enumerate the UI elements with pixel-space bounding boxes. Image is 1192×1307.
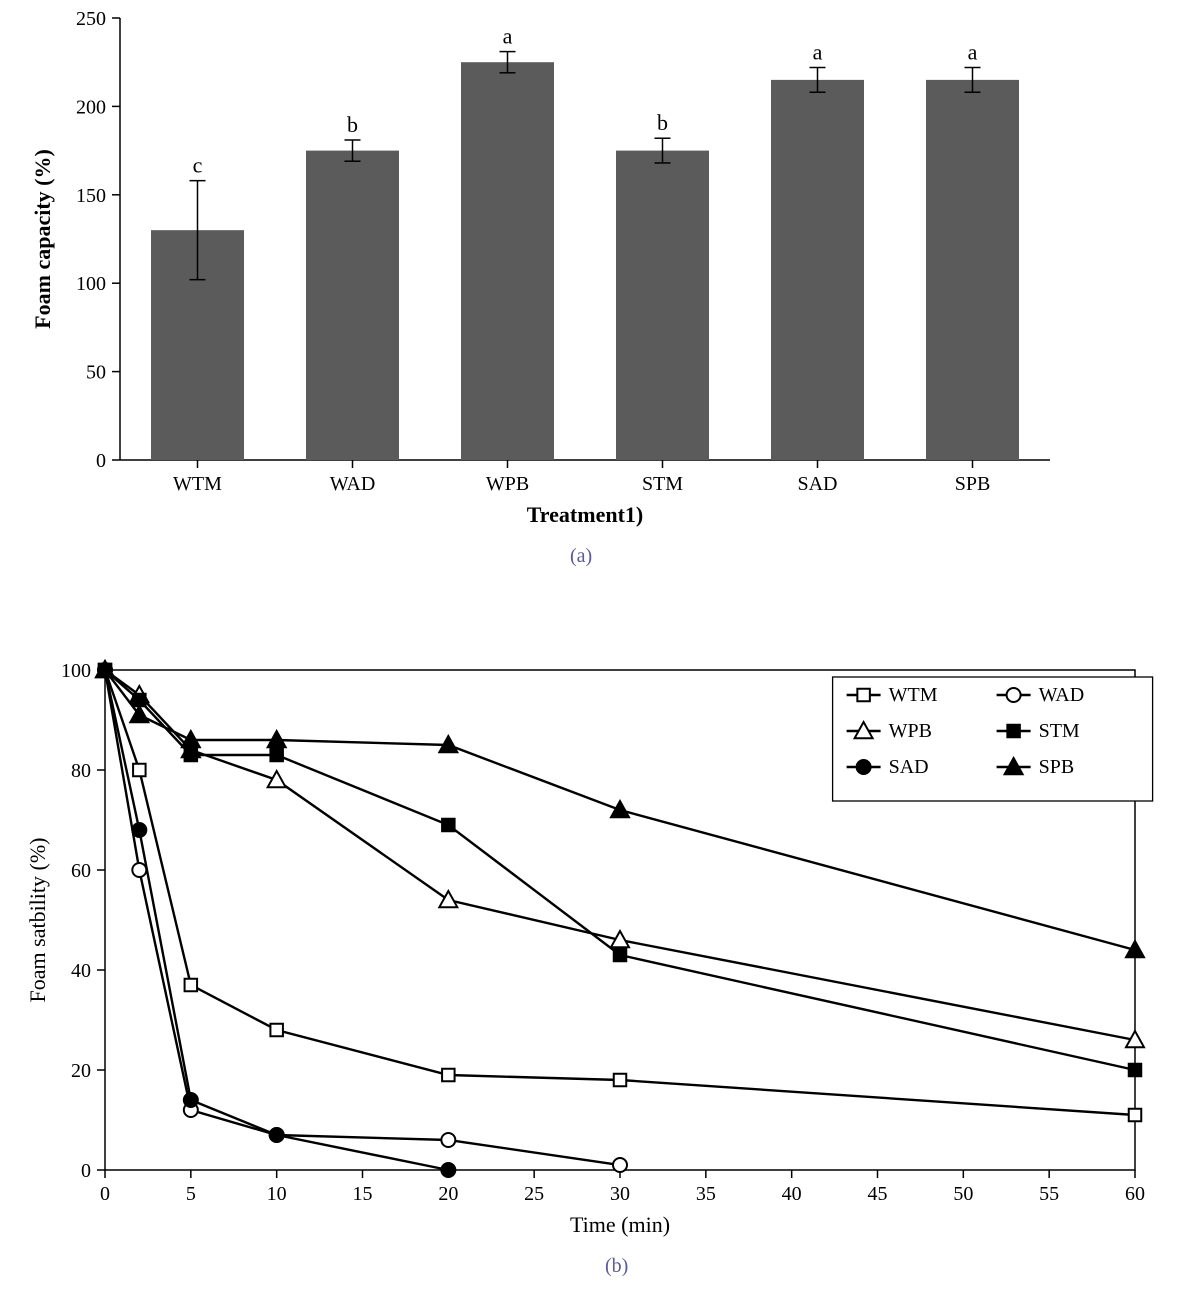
svg-text:0: 0 xyxy=(96,450,106,472)
svg-text:60: 60 xyxy=(1125,1183,1145,1205)
caption-b: (b) xyxy=(605,1255,628,1278)
svg-text:WAD: WAD xyxy=(330,473,376,495)
svg-text:80: 80 xyxy=(71,760,91,782)
line-chart: 0 20 40 60 80 100 0 5 10 15 20 25 30 35 40 45 50 55 60 Foam… xyxy=(0,640,1192,1280)
svg-text:50: 50 xyxy=(86,362,106,384)
svg-text:20: 20 xyxy=(438,1183,458,1205)
svg-text:b: b xyxy=(347,112,358,137)
svg-text:Foam capacity (%): Foam capacity (%) xyxy=(30,149,55,329)
svg-text:15: 15 xyxy=(353,1183,373,1205)
svg-text:10: 10 xyxy=(267,1183,287,1205)
svg-text:STM: STM xyxy=(1039,720,1080,742)
svg-text:WPB: WPB xyxy=(889,720,932,742)
svg-text:200: 200 xyxy=(76,96,106,118)
svg-text:55: 55 xyxy=(1039,1183,1059,1205)
svg-text:100: 100 xyxy=(76,273,106,295)
page: 050100150200250cWTMbWADaWPBbSTMaSADaSPBF… xyxy=(0,0,1192,1307)
svg-text:a: a xyxy=(503,24,513,49)
svg-text:35: 35 xyxy=(696,1183,716,1205)
svg-text:WTM: WTM xyxy=(173,473,222,495)
svg-text:Foam satbility (%): Foam satbility (%) xyxy=(25,838,50,1003)
svg-text:SAD: SAD xyxy=(797,473,837,495)
svg-text:100: 100 xyxy=(61,660,91,682)
svg-text:Treatment1): Treatment1) xyxy=(527,502,643,527)
svg-text:WTM: WTM xyxy=(889,684,938,706)
caption-a: (a) xyxy=(570,545,592,568)
svg-text:SAD: SAD xyxy=(889,756,929,778)
svg-text:250: 250 xyxy=(76,8,106,30)
svg-text:WAD: WAD xyxy=(1039,684,1085,706)
svg-text:STM: STM xyxy=(642,473,683,495)
svg-text:50: 50 xyxy=(953,1183,973,1205)
svg-text:60: 60 xyxy=(71,860,91,882)
svg-text:5: 5 xyxy=(186,1183,196,1205)
svg-text:0: 0 xyxy=(81,1160,91,1182)
svg-text:c: c xyxy=(193,153,203,178)
svg-text:Time (min): Time (min) xyxy=(570,1212,670,1237)
svg-text:45: 45 xyxy=(868,1183,888,1205)
svg-text:SPB: SPB xyxy=(955,473,991,495)
svg-text:150: 150 xyxy=(76,185,106,207)
svg-text:30: 30 xyxy=(610,1183,630,1205)
svg-text:20: 20 xyxy=(71,1060,91,1082)
svg-text:WPB: WPB xyxy=(486,473,529,495)
bar-chart: 0 50 100 150 200 250 c WTM b WAD a WPB b STM a SAD a SPB F… xyxy=(0,0,1192,560)
svg-text:40: 40 xyxy=(71,960,91,982)
svg-text:b: b xyxy=(657,110,668,135)
svg-text:0: 0 xyxy=(100,1183,110,1205)
svg-text:25: 25 xyxy=(524,1183,544,1205)
svg-text:SPB: SPB xyxy=(1039,756,1075,778)
svg-text:a: a xyxy=(968,40,978,65)
svg-text:a: a xyxy=(813,40,823,65)
svg-text:40: 40 xyxy=(782,1183,802,1205)
